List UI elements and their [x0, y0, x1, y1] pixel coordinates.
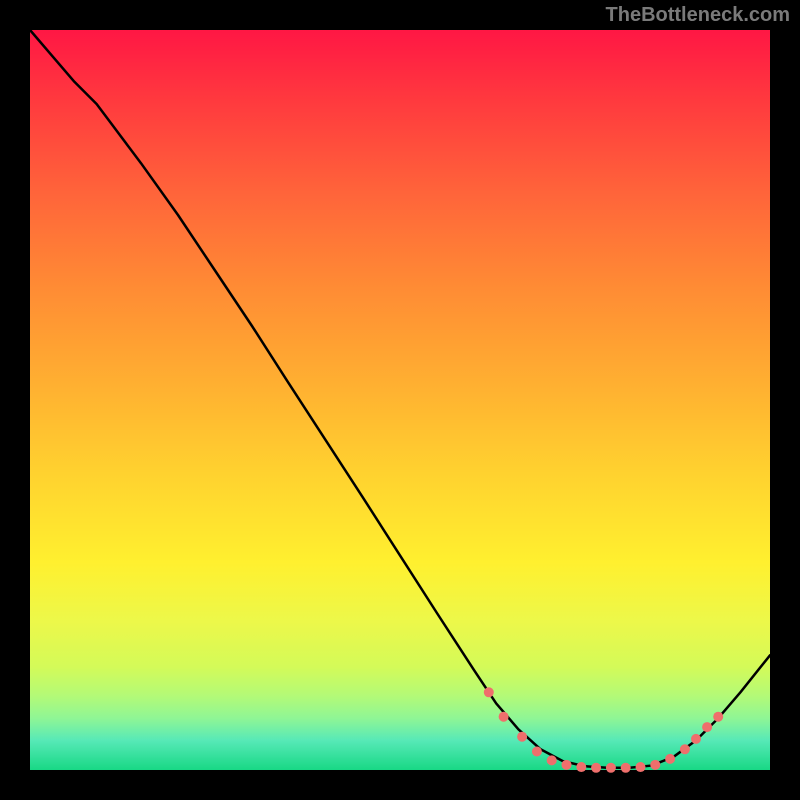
curve-marker	[606, 763, 616, 773]
curve-marker	[691, 734, 701, 744]
watermark-text: TheBottleneck.com	[606, 4, 790, 27]
curve-marker	[547, 755, 557, 765]
curve-marker	[532, 747, 542, 757]
curve-marker	[576, 762, 586, 772]
curve-marker	[702, 722, 712, 732]
curve-marker	[562, 760, 572, 770]
chart-container: TheBottleneck.com	[0, 0, 800, 800]
curve-marker	[665, 754, 675, 764]
curve-marker	[621, 763, 631, 773]
curve-line	[30, 30, 770, 768]
curve-marker	[517, 732, 527, 742]
curve-marker	[636, 762, 646, 772]
curve-marker	[650, 760, 660, 770]
curve-marker	[484, 687, 494, 697]
curve-marker	[499, 712, 509, 722]
plot-area	[30, 30, 770, 770]
bottleneck-curve	[30, 30, 770, 770]
curve-marker	[591, 763, 601, 773]
curve-marker	[713, 712, 723, 722]
curve-marker	[680, 744, 690, 754]
